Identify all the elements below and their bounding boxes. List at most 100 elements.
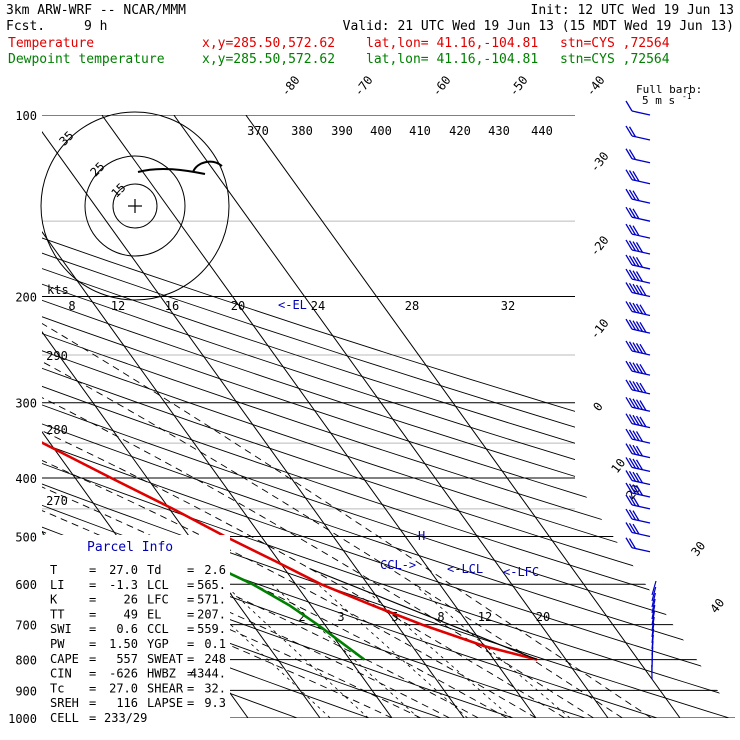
moist-adiabat-line	[42, 296, 537, 718]
parcel-value: -626	[109, 667, 138, 681]
dry-adiabat-line	[42, 115, 735, 718]
dry-adiabat-line	[42, 115, 735, 718]
wind-barb	[625, 522, 651, 538]
wind-barb	[625, 413, 651, 429]
wind-barb-low	[651, 592, 656, 608]
barb-legend-line2: 5 m s	[642, 94, 675, 107]
dry-adiabat-line	[42, 115, 735, 718]
mixing-ratio-line	[413, 583, 571, 718]
dry-adiabat-line	[42, 115, 735, 718]
moist-adiabat-label: 8	[68, 299, 75, 313]
isotherm-line	[245, 115, 681, 718]
barb-legend-line1: Full barb:	[636, 83, 702, 96]
dewpoint-xy: x,y=285.50,572.62	[202, 52, 335, 67]
wind-barb	[625, 239, 651, 255]
parcel-info-row: K = 26 LFC = 571.	[50, 593, 226, 607]
wind-barb	[625, 125, 651, 141]
dry-adiabat-line	[42, 115, 735, 718]
pressure-tick-label: 600	[15, 578, 37, 592]
dry-adiabat-label: 290	[46, 349, 68, 363]
wind-barb	[625, 537, 651, 553]
lfc-marker: <-LFC	[503, 565, 539, 579]
wind-barb	[625, 470, 651, 486]
parcel-key: HWBZ	[147, 667, 176, 681]
parcel-value: 571.	[197, 593, 226, 607]
dewpoint-station: stn=CYS ,72564	[560, 52, 670, 67]
parcel-eq: =	[89, 637, 96, 651]
parcel-info-row: PW = 1.50 YGP = 0.1	[50, 637, 226, 651]
parcel-value: 233/29	[104, 711, 147, 725]
parcel-key: SWI	[50, 622, 72, 636]
parcel-key: CELL	[50, 711, 79, 725]
parcel-value: 9.3	[204, 696, 226, 710]
wind-barb	[625, 169, 651, 185]
dry-adiabat-line	[42, 115, 735, 718]
parcel-key: Td	[147, 563, 161, 577]
parcel-key: CAPE	[50, 652, 79, 666]
parcel-info-row: CIN = -626 HWBZ =4344.	[50, 667, 226, 681]
dewpoint-profile-line	[42, 115, 366, 661]
parcel-eq: =	[187, 563, 194, 577]
dry-adiabat-line	[42, 115, 735, 718]
wind-barb	[625, 301, 651, 317]
wind-barb-low	[651, 598, 656, 614]
moist-adiabat-label: 20	[231, 299, 245, 313]
dry-adiabat-line	[42, 115, 735, 718]
mixing-ratio-label: 12	[478, 610, 492, 624]
parcel-path	[309, 567, 538, 661]
parcel-eq: =	[89, 711, 96, 725]
parcel-key: CIN	[50, 667, 72, 681]
moist-adiabat-line	[42, 296, 508, 718]
parcel-value: 27.0	[109, 681, 138, 695]
parcel-value: 1.50	[109, 637, 138, 651]
dry-adiabat-label: 410	[409, 124, 431, 138]
parcel-key: LFC	[147, 593, 169, 607]
parcel-eq: =	[89, 622, 96, 636]
parcel-info-background	[42, 535, 230, 729]
parcel-key: SREH	[50, 696, 79, 710]
parcel-eq: =	[89, 652, 96, 666]
dry-adiabat-line	[42, 115, 735, 718]
dry-adiabat-line	[42, 115, 406, 718]
parcel-value: 0.1	[204, 637, 226, 651]
temperature-legend: Temperature	[8, 36, 94, 51]
parcel-value: 559.	[197, 622, 226, 636]
wind-barb	[625, 508, 651, 524]
parcel-value: -1.3	[109, 578, 138, 592]
parcel-eq: =	[187, 637, 194, 651]
parcel-value: 26	[124, 593, 138, 607]
wind-barb-low	[651, 616, 655, 632]
isotherm-line	[101, 115, 537, 718]
parcel-key: YGP	[147, 637, 169, 651]
valid-time: Valid: 21 UTC Wed 19 Jun 13 (15 MDT Wed …	[343, 19, 734, 34]
pressure-tick-label: 100	[15, 109, 37, 123]
parcel-eq: =	[187, 696, 194, 710]
parcel-eq: =	[89, 578, 96, 592]
parcel-key: SHEAR	[147, 681, 184, 695]
dry-adiabat-line	[42, 115, 735, 718]
parcel-eq: =	[89, 607, 96, 621]
temperature-station: stn=CYS ,72564	[560, 36, 670, 51]
parcel-info-row: Tc = 27.0 SHEAR = 32.	[50, 681, 226, 695]
parcel-value: 207.	[197, 607, 226, 621]
parcel-info-rows: T = 27.0 Td = 2.6LI = -1.3 LCL = 565.K = 26 LFC = 571.T…	[50, 563, 226, 725]
wind-barb	[625, 206, 651, 222]
pressure-tick-label: 800	[15, 654, 37, 668]
moist-adiabat-line	[42, 296, 623, 718]
dry-adiabat-label: 390	[331, 124, 353, 138]
dry-adiabat-label: 370	[247, 124, 269, 138]
dry-adiabat-line	[42, 115, 735, 718]
mixing-ratio-label: 8	[437, 610, 444, 624]
dry-adiabat-label: 440	[531, 124, 553, 138]
parcel-eq: =	[89, 696, 96, 710]
wind-barb	[625, 360, 651, 376]
hodograph	[40, 111, 230, 301]
mixing-ratio-label: 5	[391, 610, 398, 624]
parcel-eq: =	[89, 593, 96, 607]
pressure-tick-label: 900	[15, 684, 37, 698]
pressure-tick-label: 1000	[8, 712, 37, 726]
pressure-tick-label: 300	[15, 397, 37, 411]
parcel-value: 557	[116, 652, 138, 666]
